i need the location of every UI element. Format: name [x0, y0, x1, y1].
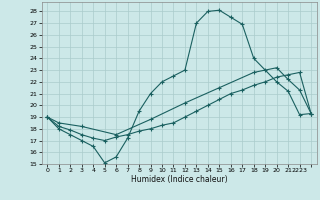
X-axis label: Humidex (Indice chaleur): Humidex (Indice chaleur): [131, 175, 228, 184]
